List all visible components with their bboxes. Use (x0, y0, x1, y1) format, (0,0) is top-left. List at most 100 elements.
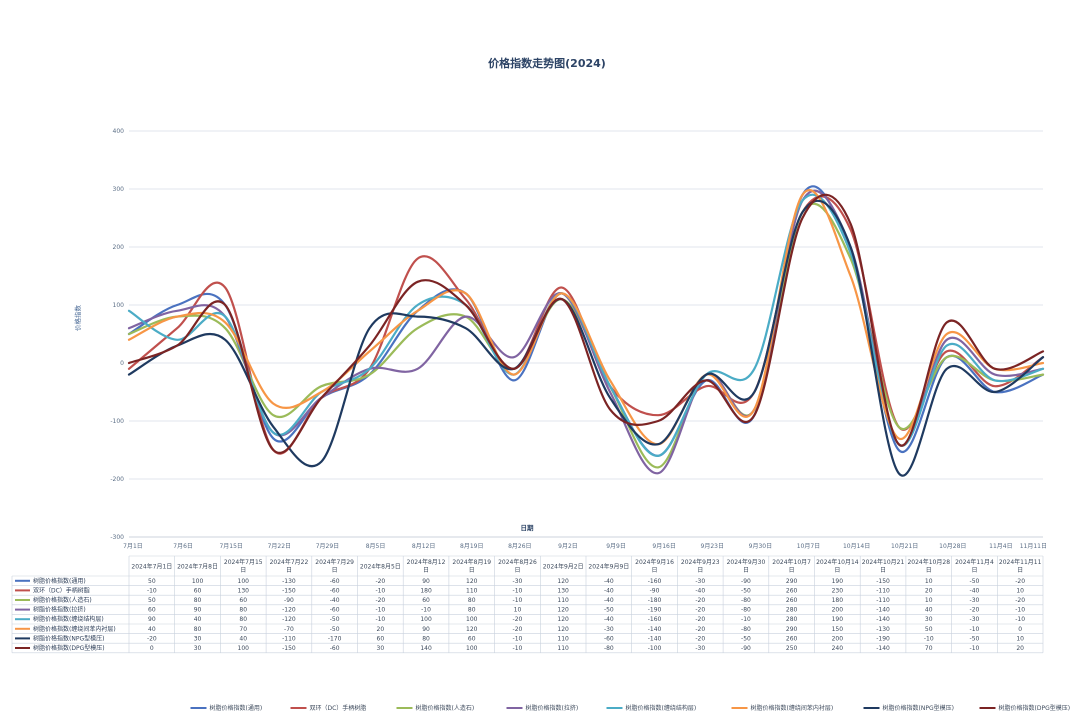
table-cell-6-17: -10 (924, 635, 934, 642)
table-header-5: 2024年8月5日 (360, 563, 401, 571)
table-cell-1-17: 20 (925, 587, 933, 594)
table-cell-3-0: 60 (148, 607, 156, 614)
table-cell-6-0: -20 (147, 635, 157, 642)
table-cell-0-1: 100 (192, 578, 204, 585)
table-cell-0-5: -20 (375, 578, 385, 585)
table-cell-5-14: 290 (786, 626, 798, 633)
x-tick-label-1: 7月6日 (173, 543, 193, 550)
table-header-3-line-0: 2024年7月22 (270, 558, 309, 566)
table-cell-4-15: 190 (832, 616, 844, 623)
grid-lines (129, 130, 1043, 538)
table-row-name-3: 树脂价格指数(拉挤) (33, 606, 86, 614)
table-header-11-line-1: 日 (652, 567, 658, 574)
series-line-7 (127, 193, 1045, 454)
table-cell-5-0: 40 (148, 626, 156, 633)
table-cell-4-0: 90 (148, 616, 156, 623)
table-cell-3-18: -20 (970, 607, 980, 614)
table-cell-7-13: -90 (741, 645, 751, 652)
table-cell-4-2: 80 (239, 616, 247, 623)
table-cell-7-12: -30 (695, 645, 705, 652)
table-cell-2-11: -180 (648, 597, 662, 604)
table-cell-2-1: 80 (194, 597, 202, 604)
table-cell-1-7: 110 (466, 587, 478, 594)
table-cell-6-7: 60 (468, 635, 476, 642)
table-cell-4-8: -20 (513, 616, 523, 623)
y-axis: 400 300 200 100 0 -100 -200 -300 (110, 128, 124, 541)
table-cell-1-2: 130 (238, 587, 250, 594)
series-lines (127, 185, 1045, 477)
y-tick-label-0: 400 (113, 128, 125, 135)
table-cell-7-15: 240 (832, 645, 844, 652)
y-tick-label-1: 300 (113, 186, 125, 193)
table-cell-2-18: -30 (970, 597, 980, 604)
table-cell-7-19: 20 (1016, 645, 1024, 652)
table-cell-6-5: 60 (377, 635, 385, 642)
table-cell-2-19: -20 (1015, 597, 1025, 604)
table-cell-0-18: -50 (970, 578, 980, 585)
table-cell-0-12: -30 (695, 578, 705, 585)
table-cell-0-15: 190 (832, 578, 844, 585)
table-row-name-7: 树脂价格指数(DPG型模压) (33, 644, 105, 652)
x-tick-label-19: 11月11日 (1020, 543, 1047, 550)
x-axis-label: 日期 (521, 523, 535, 532)
table-cell-0-8: -30 (513, 578, 523, 585)
table-cell-7-10: -80 (604, 645, 614, 652)
table-cell-5-12: -20 (695, 626, 705, 633)
table-cell-7-8: -10 (513, 645, 523, 652)
x-tick-label-11: 9月16日 (652, 543, 675, 550)
table-header-14-line-1: 日 (789, 567, 795, 574)
table-cell-4-10: -40 (604, 616, 614, 623)
table-row-name-6: 树脂价格指数(NPG型模压) (33, 634, 104, 642)
y-axis-label: 价格指数 (73, 305, 82, 332)
table-header-17-line-0: 2024年10月28 (907, 558, 950, 566)
table-cell-6-4: -170 (328, 635, 342, 642)
table-cell-0-14: 290 (786, 578, 798, 585)
table-header-12-line-1: 日 (697, 567, 703, 574)
table-cell-2-0: 50 (148, 597, 156, 604)
legend-label-1: 双环（DC）手柄树脂 (310, 704, 367, 712)
table-cell-0-3: -130 (282, 578, 296, 585)
legend-label-7: 树脂价格指数(DPG型模压) (999, 704, 1071, 712)
table-header-2-line-0: 2024年7月15 (224, 558, 263, 566)
chart-title: 价格指数走势图(2024) (488, 56, 606, 70)
y-tick-label-6: -200 (110, 476, 124, 483)
table-cell-7-3: -150 (282, 645, 296, 652)
table-cell-4-5: -10 (375, 616, 385, 623)
table-cell-3-13: -80 (741, 607, 751, 614)
table-cell-2-10: -40 (604, 597, 614, 604)
table-cell-5-13: -80 (741, 626, 751, 633)
table-header-3-line-1: 日 (286, 567, 292, 574)
table-cell-1-0: -10 (147, 587, 157, 594)
table-cell-5-17: 50 (925, 626, 933, 633)
table-cell-5-8: -20 (513, 626, 523, 633)
x-tick-label-4: 7月29日 (316, 543, 339, 550)
table-header-4-line-0: 2024年7月29 (315, 558, 354, 566)
table-cell-3-15: 200 (832, 607, 844, 614)
table-header-8-line-1: 日 (514, 567, 520, 574)
table-row-name-2: 树脂价格指数(人造石) (33, 596, 92, 604)
table-cell-5-1: 80 (194, 626, 202, 633)
table-cell-5-15: 150 (832, 626, 844, 633)
table-cell-2-14: 260 (786, 597, 798, 604)
table-row-name-4: 树脂价格指数(缠绕结构层) (33, 615, 104, 623)
table-cell-7-9: 110 (557, 645, 569, 652)
table-cell-2-6: 60 (422, 597, 430, 604)
table-cell-4-19: -10 (1015, 616, 1025, 623)
table-header-13-line-1: 日 (743, 567, 749, 574)
table-cell-1-8: -10 (513, 587, 523, 594)
table-cell-2-16: -110 (876, 597, 890, 604)
table-header-16-line-0: 2024年10月21 (862, 558, 905, 566)
table-cell-3-3: -120 (282, 607, 296, 614)
table-cell-1-6: 180 (420, 587, 432, 594)
x-tick-label-17: 10月28日 (939, 543, 966, 550)
legend-label-6: 树脂价格指数(NPG型模压) (883, 704, 954, 712)
table-cell-3-9: 120 (557, 607, 569, 614)
y-tick-label-7: -300 (110, 534, 124, 541)
table-header-15-line-1: 日 (834, 567, 840, 574)
table-row-name-5: 树脂价格指数(缠绕间苯内衬层) (33, 625, 116, 633)
table-cell-6-15: 200 (832, 635, 844, 642)
table-cell-5-10: -30 (604, 626, 614, 633)
table-cell-6-6: 80 (422, 635, 430, 642)
table-cell-3-16: -140 (876, 607, 890, 614)
table-cell-4-18: -30 (970, 616, 980, 623)
